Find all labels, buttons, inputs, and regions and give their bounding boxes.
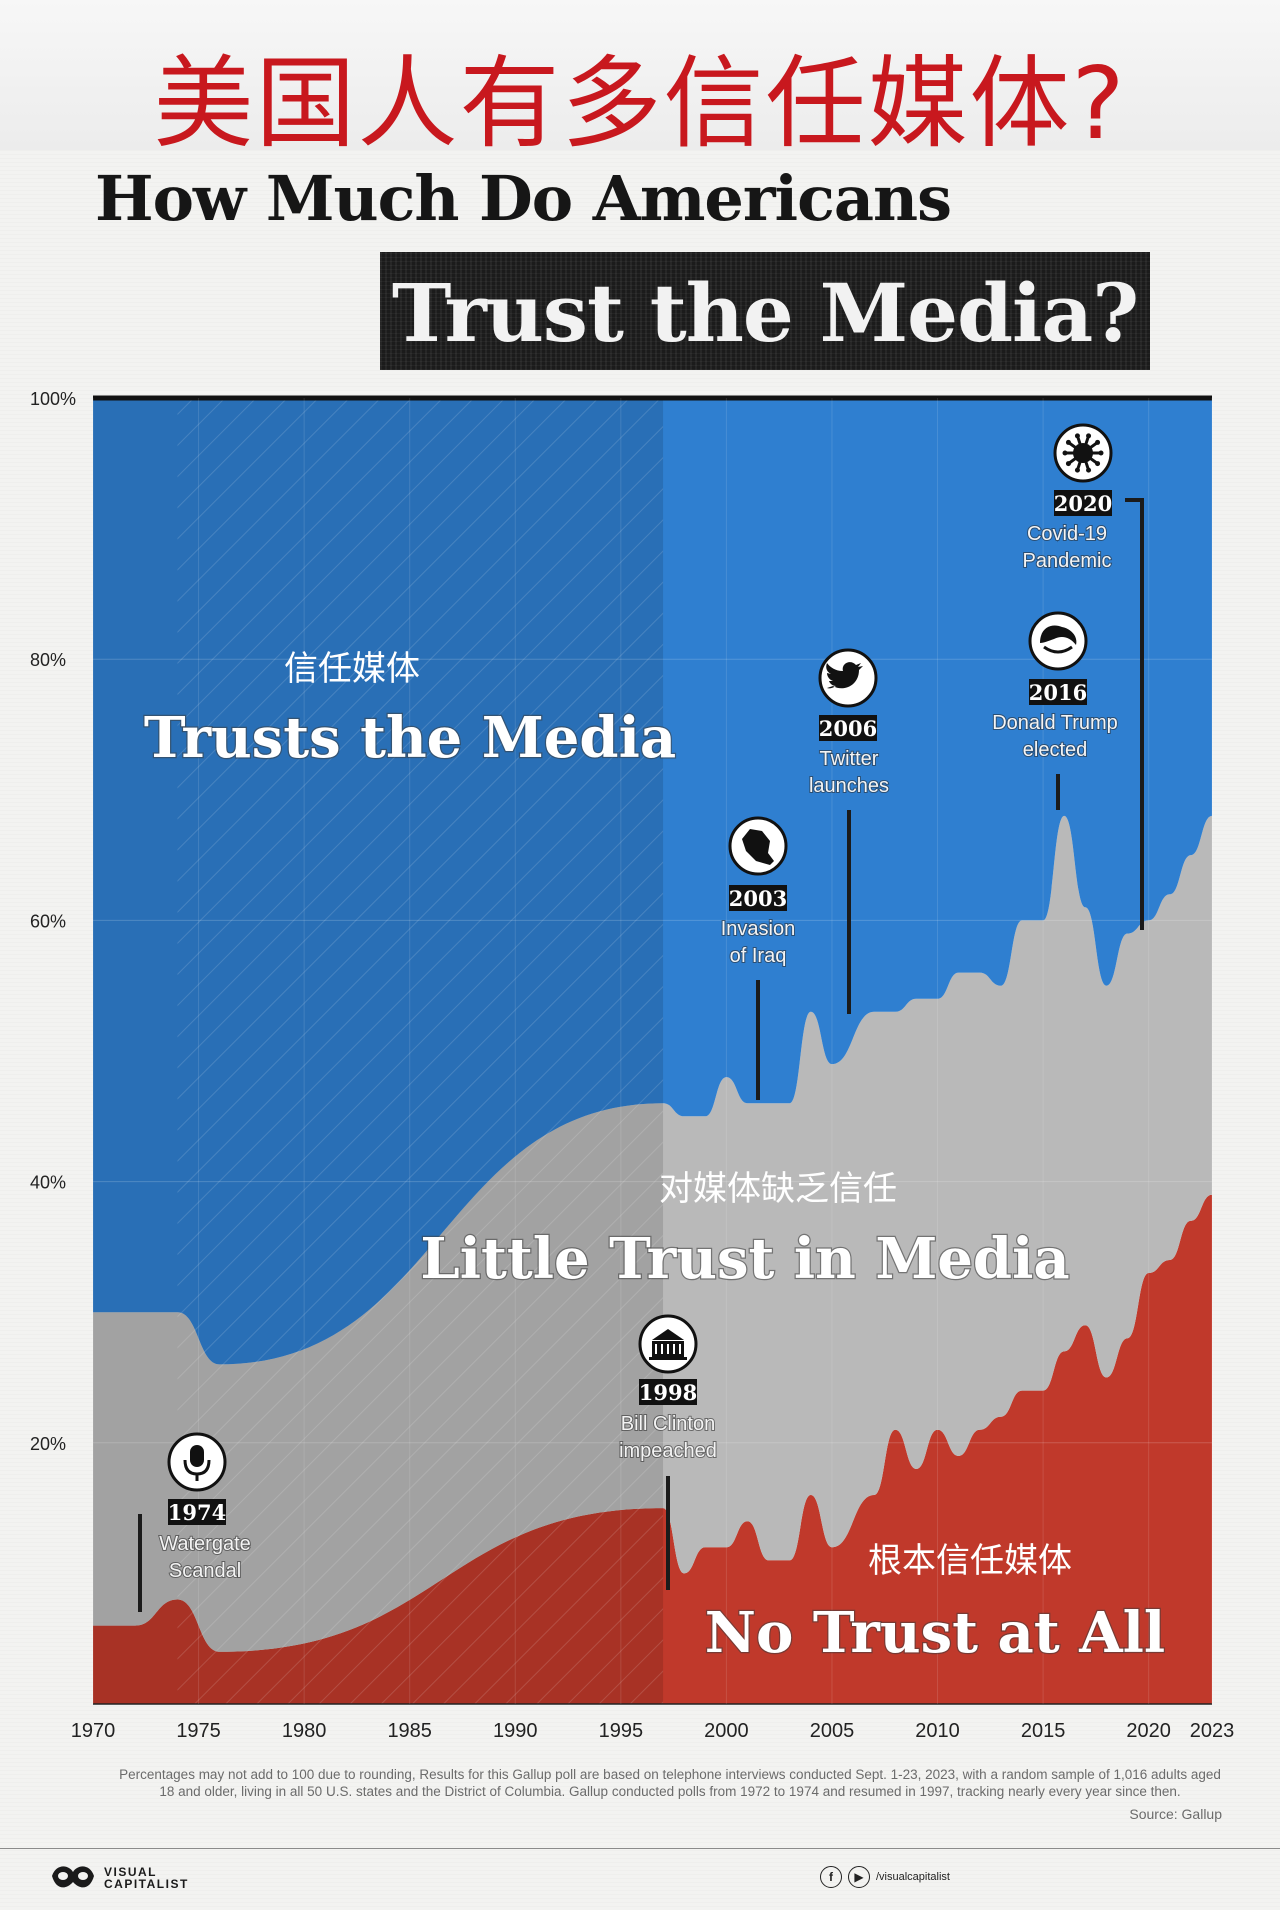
y-tick-label: 60%	[30, 911, 66, 931]
annotation-label-line2: of Iraq	[730, 945, 787, 967]
microphone-icon	[167, 1432, 227, 1492]
series-label-cn: 根本信任媒体	[868, 1541, 1072, 1581]
y-tick-label: 100%	[30, 389, 76, 409]
year-tag	[639, 1379, 697, 1405]
iraq-map-icon	[728, 816, 788, 876]
annotation-label-line1: Watergate	[159, 1533, 251, 1555]
year-tag	[1054, 490, 1112, 516]
x-tick-label: 2010	[915, 1720, 960, 1742]
footnote: Percentages may not add to 100 due to ro…	[119, 1767, 1221, 1799]
footer-divider	[0, 1848, 1280, 1849]
x-tick-label: 1975	[176, 1720, 221, 1742]
annotation-label-line1: Bill Clinton	[621, 1413, 715, 1435]
facebook-icon[interactable]: f	[820, 1866, 842, 1888]
annotation-2003: 2003 Invasion of Iraq	[720, 816, 796, 1100]
annotation-year: 2016	[1029, 680, 1087, 705]
annotation-2020: 2020 Covid-19 Pandemic	[1022, 423, 1144, 930]
y-tick-label: 20%	[30, 1434, 66, 1454]
x-tick-label: 1970	[71, 1720, 116, 1742]
vc-mask-icon	[52, 1866, 94, 1888]
social-handle: /visualcapitalist	[876, 1871, 950, 1883]
annotation-1998: 1998 Bill Clinton impeached	[618, 1314, 718, 1590]
chinese-title: 美国人有多信任媒体?	[153, 45, 1127, 162]
virus-icon	[1053, 423, 1113, 483]
annotation-label-line1: Donald Trump	[992, 712, 1118, 734]
annotation-label-line2: elected	[1023, 739, 1088, 761]
annotation-2006: 2006 Twitter launches	[808, 648, 890, 1014]
series-label-en: No Trust at All	[705, 1600, 1165, 1666]
annotation-year: 1974	[168, 1500, 226, 1525]
annotation-year: 2006	[819, 716, 877, 741]
no-data-hatching	[177, 398, 664, 1704]
x-tick-label: 2005	[810, 1720, 855, 1742]
series-label-cn: 信任媒体	[284, 649, 420, 689]
social-links: f ▶ /visualcapitalist	[820, 1866, 950, 1888]
white-house-icon	[638, 1314, 698, 1374]
annotation-year: 1998	[639, 1380, 697, 1405]
annotation-label-line1: Twitter	[820, 748, 879, 770]
y-tick-label: 40%	[30, 1173, 66, 1193]
annotation-label-line2: Scandal	[169, 1560, 241, 1582]
annotation-2016: 2016 Donald Trump elected	[991, 611, 1119, 810]
annotation-label-line2: Pandemic	[1023, 550, 1112, 572]
y-tick-label: 80%	[30, 650, 66, 670]
annotation-1974: 1974 Watergate Scandal	[138, 1432, 252, 1612]
annotation-label-line1: Covid-19	[1027, 523, 1107, 545]
youtube-icon[interactable]: ▶	[848, 1866, 870, 1888]
x-tick-label: 2023	[1190, 1720, 1235, 1742]
x-tick-label: 2015	[1021, 1720, 1066, 1742]
trump-hair-icon	[1028, 611, 1088, 671]
series-label-cn: 对媒体缺乏信任	[659, 1169, 897, 1209]
series-label-en: Trusts the Media	[144, 705, 676, 771]
english-title-box: Trust the Media?	[380, 252, 1150, 370]
series-label-en: Little Trust in Media	[420, 1226, 1069, 1292]
annotation-year: 2020	[1054, 491, 1112, 516]
annotation-leader-line	[1125, 498, 1144, 930]
year-tag	[729, 885, 787, 911]
x-tick-label: 2020	[1126, 1720, 1171, 1742]
x-tick-label: 1985	[387, 1720, 432, 1742]
chinese-title-banner: 美国人有多信任媒体?	[0, 0, 1280, 162]
source-note: Source: Gallup	[1129, 1806, 1222, 1822]
brand-line1: VISUAL	[104, 1865, 158, 1879]
x-tick-label: 1980	[282, 1720, 327, 1742]
series-area-no-trust-at-all	[93, 1194, 1212, 1704]
year-tag	[819, 715, 877, 741]
visual-capitalist-logo[interactable]: VISUAL CAPITALIST	[50, 1862, 189, 1894]
annotation-label-line2: launches	[809, 775, 889, 797]
year-tag	[168, 1499, 226, 1525]
annotation-label-line2: impeached	[619, 1440, 717, 1462]
english-title-line1: How Much Do Americans	[95, 162, 952, 235]
twitter-bird-icon	[818, 648, 878, 708]
x-tick-label: 1995	[599, 1720, 644, 1742]
x-tick-label: 1990	[493, 1720, 538, 1742]
annotation-year: 2003	[729, 886, 787, 911]
year-tag	[1029, 679, 1087, 705]
annotation-label-line1: Invasion	[721, 918, 796, 940]
brand-line2: CAPITALIST	[104, 1877, 189, 1891]
english-title-line2: Trust the Media?	[391, 266, 1139, 360]
x-tick-label: 2000	[704, 1720, 749, 1742]
